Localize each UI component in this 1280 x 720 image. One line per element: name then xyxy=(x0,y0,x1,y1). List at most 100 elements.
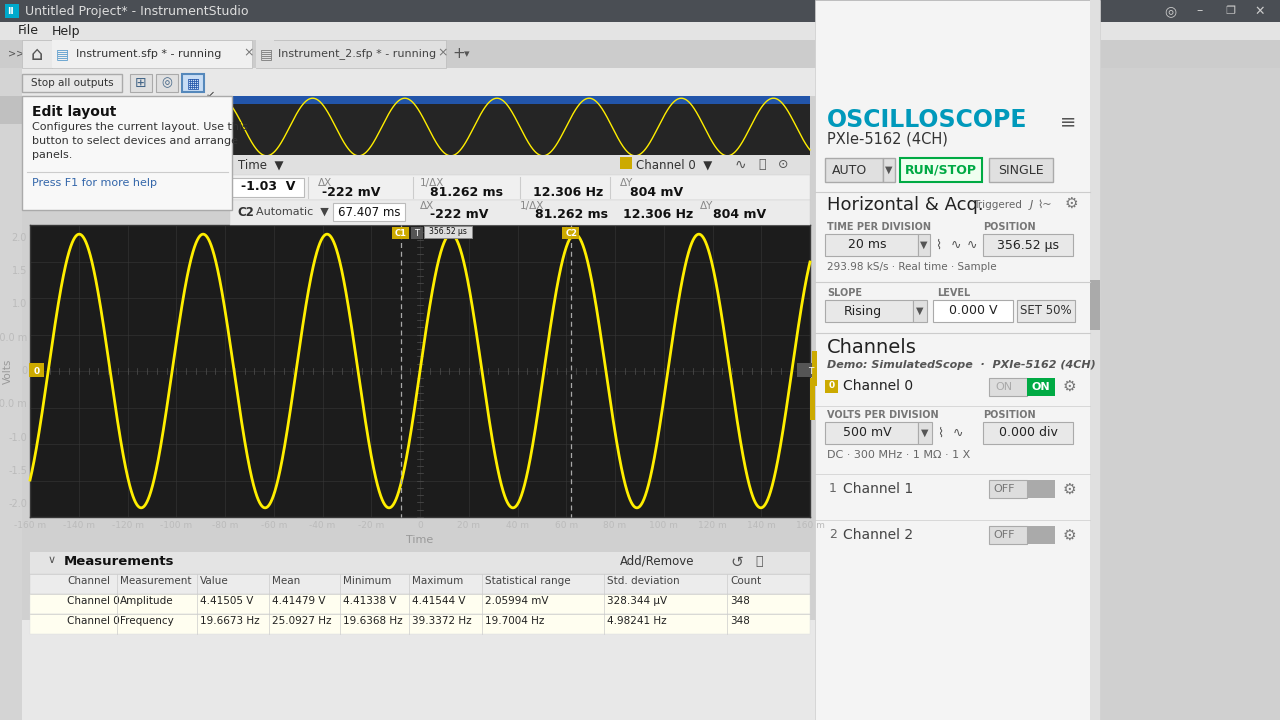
Text: 1: 1 xyxy=(829,482,837,495)
Text: Stop all outputs: Stop all outputs xyxy=(31,78,114,88)
Bar xyxy=(29,225,810,517)
Bar xyxy=(29,363,44,377)
Bar xyxy=(1027,526,1055,544)
Text: -222 mV: -222 mV xyxy=(323,186,380,199)
Text: ⌇: ⌇ xyxy=(937,426,943,439)
Text: 1.5: 1.5 xyxy=(12,266,27,276)
Text: 500 mV: 500 mV xyxy=(842,426,891,439)
Text: 1/ΔX: 1/ΔX xyxy=(420,178,444,188)
Bar xyxy=(900,158,982,182)
Text: TIME PER DIVISION: TIME PER DIVISION xyxy=(827,222,931,232)
Text: Add/Remove: Add/Remove xyxy=(620,555,695,568)
Bar xyxy=(0,0,1280,22)
Text: 804 mV: 804 mV xyxy=(630,186,684,199)
Text: -1.5: -1.5 xyxy=(8,466,27,476)
Bar xyxy=(815,0,1100,720)
Text: ▦: ▦ xyxy=(187,76,200,90)
Text: 2: 2 xyxy=(829,528,837,541)
Text: 81.262 ms: 81.262 ms xyxy=(535,209,608,222)
Bar xyxy=(52,40,252,68)
Text: 4.41544 V: 4.41544 V xyxy=(412,596,466,606)
Text: 356.52 µs: 356.52 µs xyxy=(997,238,1059,251)
Text: Frequency: Frequency xyxy=(120,616,174,626)
Text: 40 m: 40 m xyxy=(506,521,529,530)
Bar xyxy=(1027,378,1055,396)
Bar xyxy=(1018,300,1075,322)
Text: 1/ΔX: 1/ΔX xyxy=(520,201,544,211)
Text: 67.407 ms: 67.407 ms xyxy=(338,205,401,218)
Text: Triggered: Triggered xyxy=(973,200,1021,210)
Text: -100 m: -100 m xyxy=(160,521,192,530)
Text: Channel 0  ▼: Channel 0 ▼ xyxy=(636,158,712,171)
Text: 2.0: 2.0 xyxy=(12,233,27,243)
Text: Untitled Project* - InstrumentStudio: Untitled Project* - InstrumentStudio xyxy=(26,4,248,17)
Text: panels.: panels. xyxy=(32,150,73,160)
Text: ◎: ◎ xyxy=(161,76,173,89)
Text: LEVEL: LEVEL xyxy=(937,288,970,298)
Bar xyxy=(562,227,579,239)
Text: 348: 348 xyxy=(730,616,750,626)
Bar xyxy=(1091,0,1100,720)
Text: RUN/STOP: RUN/STOP xyxy=(905,163,977,176)
Text: Press F1 for more help: Press F1 for more help xyxy=(32,178,157,188)
Text: Channel 0: Channel 0 xyxy=(844,379,913,393)
Text: ◎: ◎ xyxy=(1164,4,1176,18)
Text: Statistical range: Statistical range xyxy=(485,576,571,586)
Text: Value: Value xyxy=(200,576,229,586)
Text: ⌂: ⌂ xyxy=(31,45,44,63)
Text: Channel 1: Channel 1 xyxy=(844,482,913,496)
Text: ⚙: ⚙ xyxy=(1062,482,1076,497)
Text: Time  ▼: Time ▼ xyxy=(238,158,283,171)
Bar xyxy=(933,300,1012,322)
Text: ⚙: ⚙ xyxy=(1062,379,1076,394)
Text: 1.0: 1.0 xyxy=(12,300,27,310)
Text: VOLTS PER DIVISION: VOLTS PER DIVISION xyxy=(827,410,938,420)
Text: SINGLE: SINGLE xyxy=(998,163,1043,176)
Text: Maximum: Maximum xyxy=(412,576,463,586)
Bar xyxy=(0,68,14,96)
Text: ⚙: ⚙ xyxy=(1062,528,1076,542)
Text: ▼: ▼ xyxy=(922,428,929,438)
Text: ❐: ❐ xyxy=(1225,6,1235,16)
Text: POSITION: POSITION xyxy=(983,410,1036,420)
Bar xyxy=(797,363,812,377)
Text: 356.52 μs: 356.52 μs xyxy=(429,228,466,236)
Text: Volts: Volts xyxy=(3,359,13,384)
Bar xyxy=(156,74,178,92)
Text: ▼: ▼ xyxy=(920,240,928,250)
Text: 12.306 Hz: 12.306 Hz xyxy=(532,186,603,199)
Bar xyxy=(29,552,810,574)
Text: C1: C1 xyxy=(394,228,407,238)
Text: Rising: Rising xyxy=(844,305,882,318)
Bar xyxy=(0,620,1100,720)
Text: ON: ON xyxy=(996,382,1012,392)
Text: 4.41479 V: 4.41479 V xyxy=(273,596,325,606)
Text: ⊙: ⊙ xyxy=(778,158,788,171)
Bar xyxy=(826,158,883,182)
Bar xyxy=(230,200,810,225)
Text: Channel: Channel xyxy=(67,576,110,586)
Text: 60 m: 60 m xyxy=(554,521,577,530)
Text: OFF: OFF xyxy=(993,530,1015,540)
Text: ▼: ▼ xyxy=(886,165,892,175)
Text: Std. deviation: Std. deviation xyxy=(607,576,680,586)
Text: ∿: ∿ xyxy=(954,426,964,439)
Bar xyxy=(5,4,19,18)
Text: -2.0: -2.0 xyxy=(8,500,27,510)
Bar xyxy=(620,157,632,169)
Text: POSITION: POSITION xyxy=(983,222,1036,232)
Bar xyxy=(256,40,445,68)
Text: 👁: 👁 xyxy=(755,555,763,568)
Text: File: File xyxy=(18,24,38,37)
Bar xyxy=(918,422,932,444)
Bar xyxy=(131,74,152,92)
Text: ⚙: ⚙ xyxy=(1065,196,1079,211)
Text: 39.3372 Hz: 39.3372 Hz xyxy=(412,616,471,626)
Text: SLOPE: SLOPE xyxy=(827,288,861,298)
Text: -160 m: -160 m xyxy=(14,521,46,530)
Text: ▤: ▤ xyxy=(260,47,273,61)
Text: –: – xyxy=(1197,4,1203,17)
Text: SET 50%: SET 50% xyxy=(1020,305,1071,318)
Bar xyxy=(989,158,1053,182)
Bar xyxy=(411,227,422,239)
